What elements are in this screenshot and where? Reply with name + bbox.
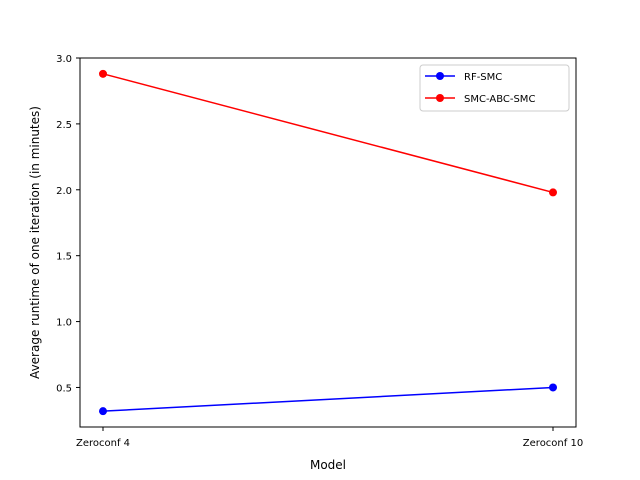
data-point: [549, 188, 557, 197]
data-point: [99, 407, 107, 416]
legend-marker: [436, 94, 444, 102]
data-point: [99, 69, 107, 78]
legend-box: [419, 64, 570, 112]
y-tick-label: 2.5: [56, 120, 72, 131]
axes-frame: [79, 57, 577, 428]
series-line-1: [102, 73, 554, 194]
plot-area: [99, 69, 557, 416]
ticks: Zeroconf 4 Zeroconf 10 0.5 1.0 1.5 2.0 2.5 3.0: [56, 54, 583, 449]
y-tick-label: 1.5: [56, 252, 72, 263]
data-point: [549, 383, 557, 392]
y-tick-label: 2.0: [56, 186, 72, 197]
legend: RF-SMC SMC-ABC-SMC: [419, 64, 570, 112]
x-tick-label: Zeroconf 4: [76, 438, 130, 449]
y-tick-label: 3.0: [56, 54, 72, 65]
series-line-0: [102, 386, 554, 412]
x-axis-label: Model: [310, 458, 346, 472]
x-tick-label: Zeroconf 10: [523, 438, 583, 449]
legend-marker: [436, 72, 444, 80]
y-tick-label: 1.0: [56, 318, 72, 329]
y-tick-label: 0.5: [56, 383, 72, 394]
legend-entry: SMC-ABC-SMC: [464, 94, 535, 105]
legend-entry: RF-SMC: [464, 72, 502, 83]
y-axis-label: Average runtime of one iteration (in min…: [28, 106, 42, 379]
